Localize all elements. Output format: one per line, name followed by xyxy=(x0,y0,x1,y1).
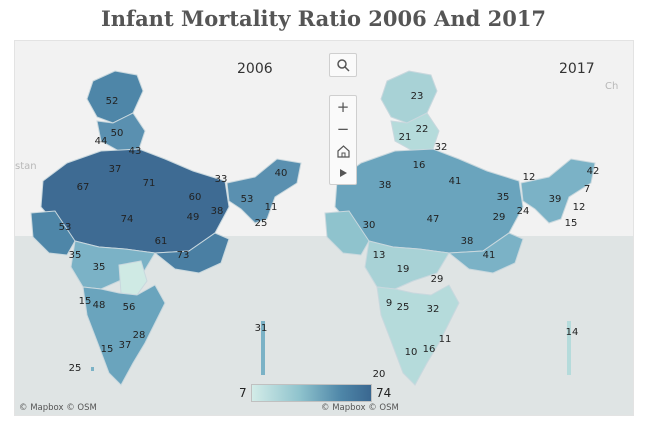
value-label: 35 xyxy=(497,192,510,203)
state-region[interactable] xyxy=(364,240,450,290)
value-label: 35 xyxy=(93,262,106,273)
state-region[interactable] xyxy=(30,210,76,256)
value-label: 67 xyxy=(77,182,90,193)
search-icon[interactable] xyxy=(330,54,356,76)
value-label: 7 xyxy=(584,184,590,195)
value-label: 15 xyxy=(101,344,114,355)
value-label: 24 xyxy=(517,206,530,217)
value-label: 33 xyxy=(215,174,228,185)
year-label-2006: 2006 xyxy=(237,61,273,77)
value-label: 48 xyxy=(93,300,106,311)
island-region[interactable] xyxy=(567,321,571,375)
value-label: 41 xyxy=(483,250,496,261)
attribution-2006[interactable]: © Mapbox © OSM xyxy=(19,403,97,413)
labels-2017: 23 22 21 32 16 41 38 12 42 7 35 39 12 29… xyxy=(363,91,600,380)
legend-min: 7 xyxy=(239,386,247,400)
country-label-pakistan: stan xyxy=(15,161,37,172)
value-label: 39 xyxy=(549,194,562,205)
value-label: 31 xyxy=(255,323,268,334)
value-label: 28 xyxy=(133,330,146,341)
value-label: 56 xyxy=(123,302,136,313)
state-region[interactable] xyxy=(82,284,166,386)
labels-2006: 52 50 44 43 37 71 67 33 40 60 53 11 49 3… xyxy=(59,96,288,374)
search-control[interactable] xyxy=(329,53,357,77)
zoom-in-icon[interactable]: + xyxy=(336,98,350,116)
value-label: 53 xyxy=(59,222,72,233)
value-label: 16 xyxy=(423,344,436,355)
value-label: 12 xyxy=(523,172,536,183)
value-label: 74 xyxy=(121,214,134,225)
map-toolbar[interactable]: + − xyxy=(329,95,357,185)
year-label-2017: 2017 xyxy=(559,61,595,77)
value-label: 47 xyxy=(427,214,440,225)
value-label: 42 xyxy=(587,166,600,177)
value-label: 13 xyxy=(373,250,386,261)
value-label: 53 xyxy=(241,194,254,205)
value-label: 30 xyxy=(363,220,376,231)
value-label: 50 xyxy=(111,128,124,139)
india-map-2006[interactable] xyxy=(30,70,302,386)
value-label: 14 xyxy=(566,327,579,338)
legend-gradient-bar xyxy=(251,384,372,402)
zoom-out-icon[interactable]: − xyxy=(336,120,350,138)
value-label: 11 xyxy=(439,334,452,345)
legend-max: 74 xyxy=(376,386,392,400)
state-region[interactable] xyxy=(447,232,524,274)
value-label: 41 xyxy=(449,176,462,187)
page-title: Infant Mortality Ratio 2006 And 2017 xyxy=(100,6,547,31)
value-label: 25 xyxy=(255,218,268,229)
value-label: 38 xyxy=(379,180,392,191)
state-region[interactable] xyxy=(153,232,230,274)
value-label: 60 xyxy=(189,192,202,203)
value-label: 37 xyxy=(119,340,132,351)
india-map-2017[interactable] xyxy=(324,70,596,386)
state-region[interactable] xyxy=(226,158,302,224)
value-label: 9 xyxy=(386,298,392,309)
attribution-2017[interactable]: © Mapbox © OSM xyxy=(321,403,399,413)
value-label: 35 xyxy=(69,250,82,261)
value-label: 15 xyxy=(565,218,578,229)
value-label: 20 xyxy=(373,369,386,380)
value-label: 15 xyxy=(79,296,92,307)
value-label: 49 xyxy=(187,212,200,223)
value-label: 25 xyxy=(69,363,82,374)
value-label: 29 xyxy=(431,274,444,285)
value-label: 38 xyxy=(461,236,474,247)
state-region[interactable] xyxy=(118,260,148,296)
state-region[interactable] xyxy=(324,210,370,256)
value-label: 43 xyxy=(129,146,142,157)
value-label: 73 xyxy=(177,250,190,261)
island-region[interactable] xyxy=(261,321,265,375)
state-region[interactable] xyxy=(390,112,440,152)
value-label: 11 xyxy=(265,202,278,213)
state-region[interactable] xyxy=(96,112,146,152)
value-label: 22 xyxy=(416,124,429,135)
value-label: 25 xyxy=(397,302,410,313)
map-viz[interactable]: stan Ch xyxy=(14,40,634,416)
value-label: 29 xyxy=(493,212,506,223)
value-label: 19 xyxy=(397,264,410,275)
country-label-china: Ch xyxy=(605,81,618,92)
value-label: 23 xyxy=(411,91,424,102)
value-label: 12 xyxy=(573,202,586,213)
home-icon[interactable] xyxy=(330,140,356,162)
value-label: 44 xyxy=(95,136,108,147)
value-label: 16 xyxy=(413,160,426,171)
map-canvas[interactable]: stan Ch xyxy=(15,41,633,415)
value-label: 32 xyxy=(435,142,448,153)
value-label: 32 xyxy=(427,304,440,315)
value-label: 21 xyxy=(399,132,412,143)
color-legend: 7 74 xyxy=(235,384,392,406)
value-label: 40 xyxy=(275,168,288,179)
island-region[interactable] xyxy=(91,367,94,371)
value-label: 37 xyxy=(109,164,122,175)
value-label: 52 xyxy=(106,96,119,107)
state-region[interactable] xyxy=(376,284,460,386)
value-label: 71 xyxy=(143,178,156,189)
state-region[interactable] xyxy=(520,158,596,224)
value-label: 38 xyxy=(211,206,224,217)
value-label: 61 xyxy=(155,236,168,247)
play-icon[interactable] xyxy=(330,162,356,184)
value-label: 10 xyxy=(405,347,418,358)
